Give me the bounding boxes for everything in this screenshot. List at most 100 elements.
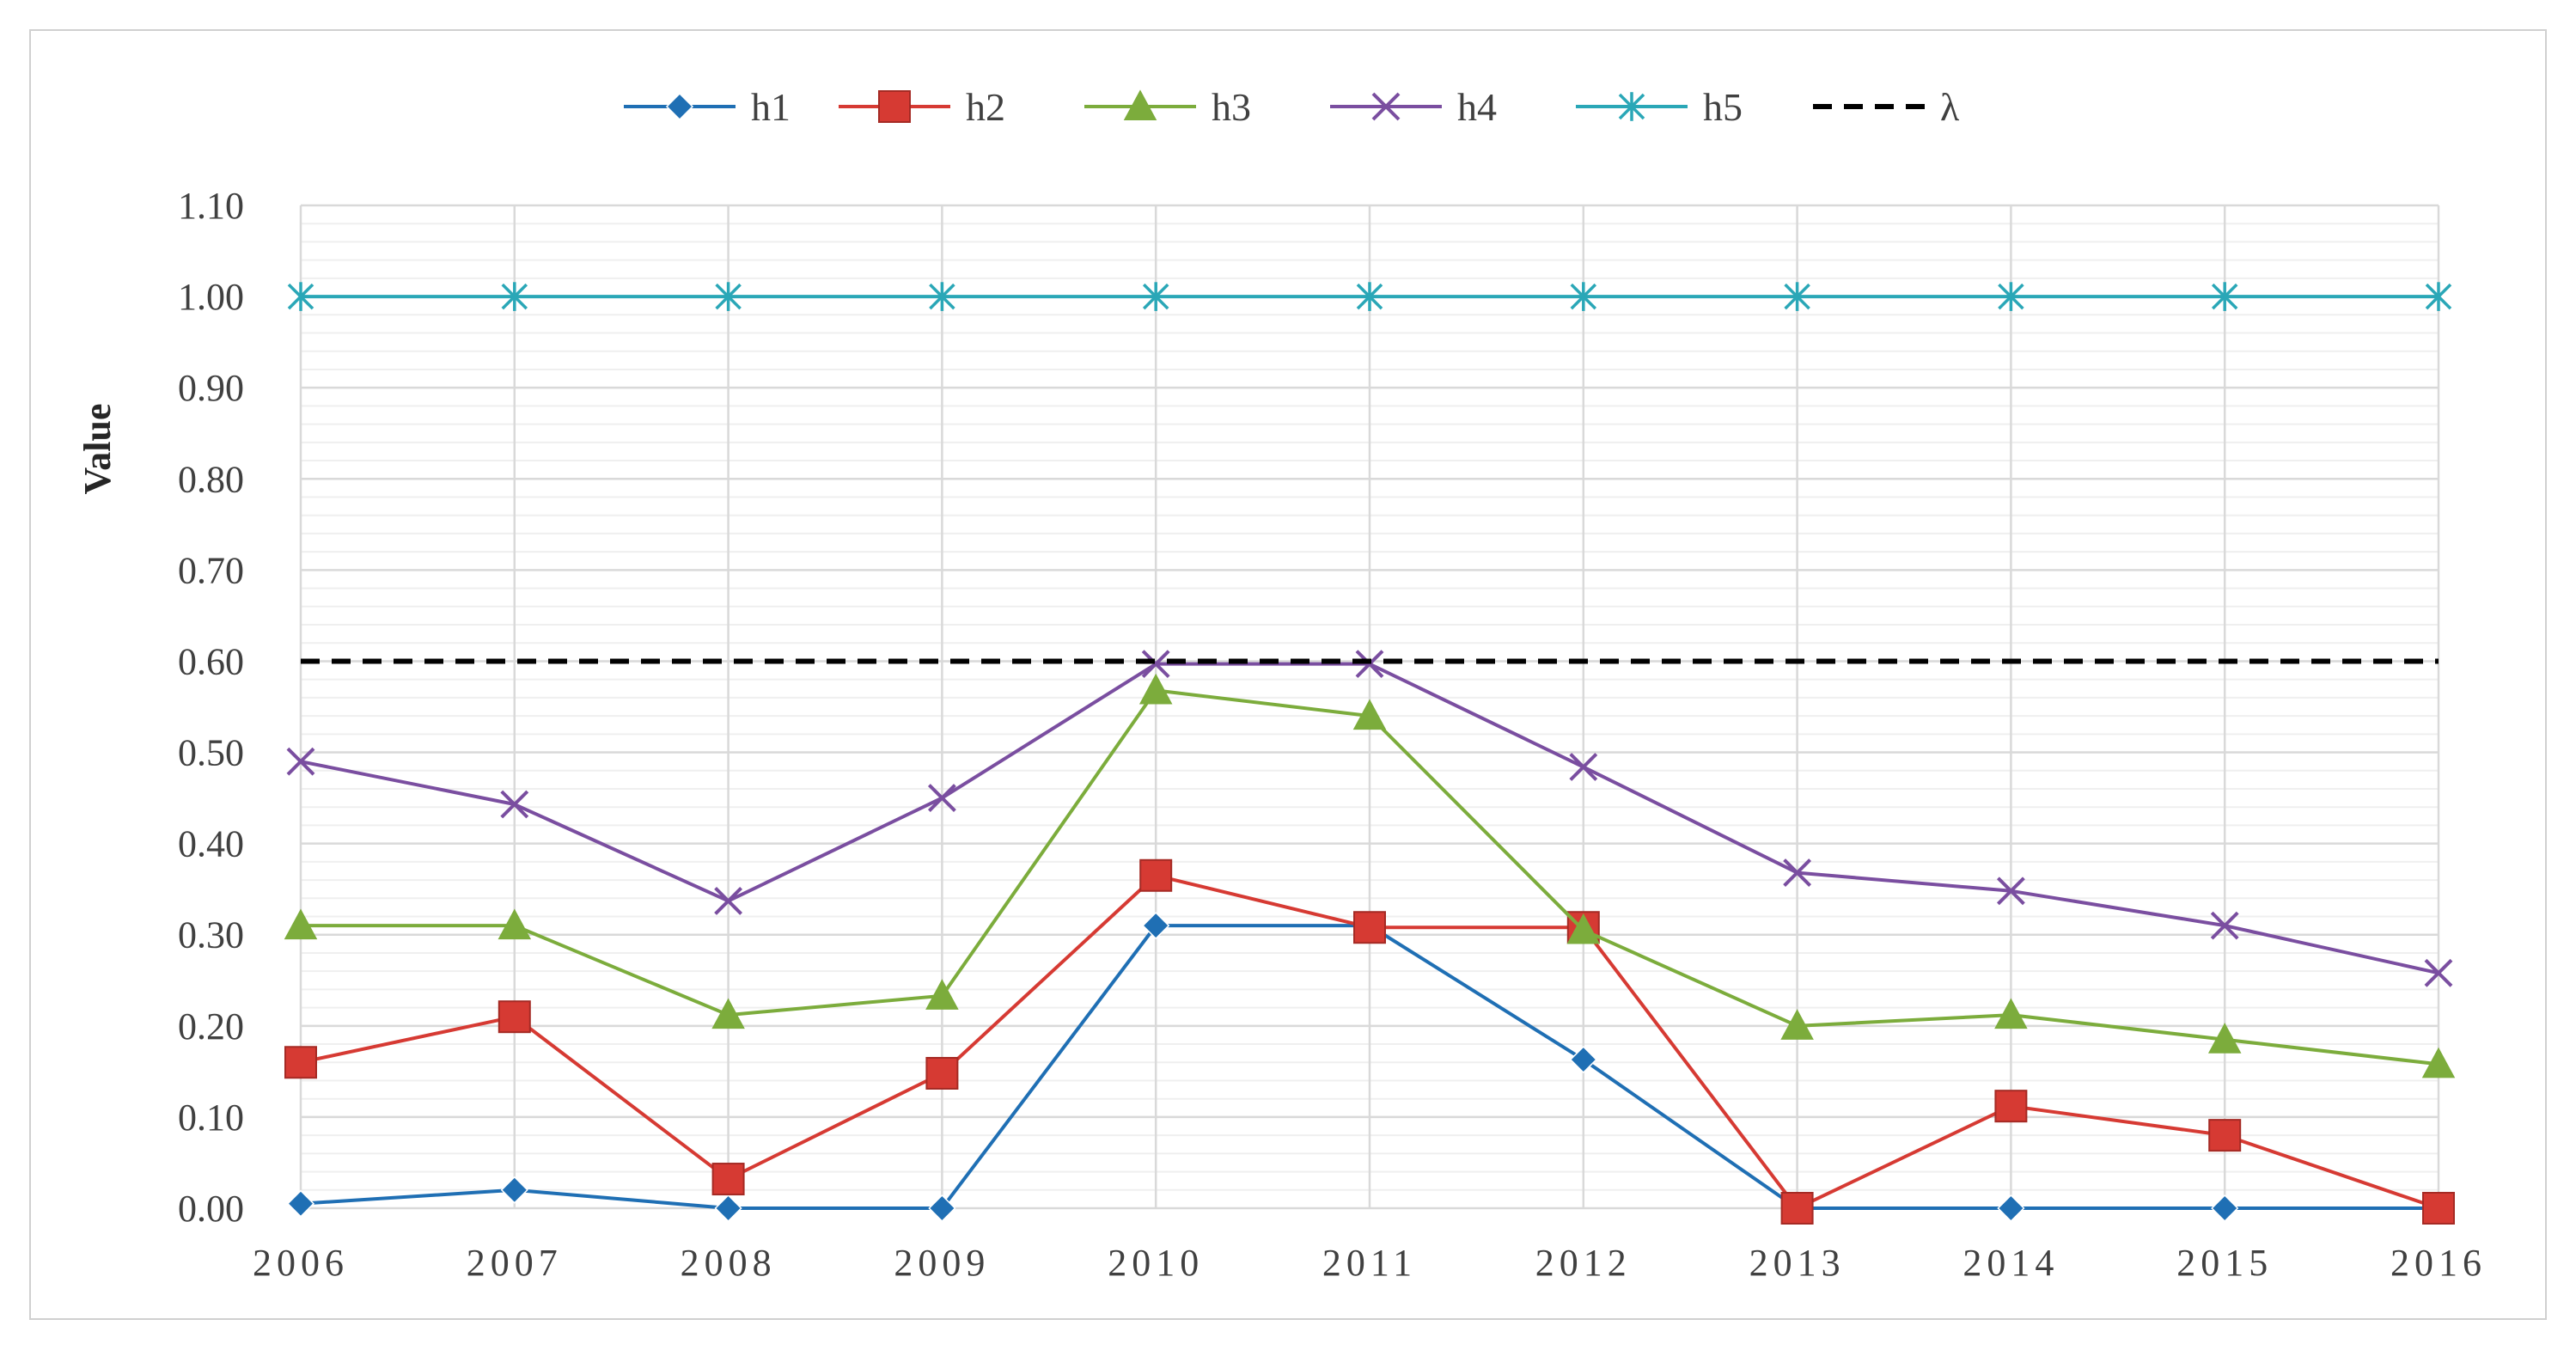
data-point — [925, 1056, 959, 1090]
diamond-marker — [714, 1194, 742, 1223]
triangle-marker — [284, 908, 318, 940]
diamond-marker — [1997, 1194, 2025, 1223]
data-point — [2208, 1119, 2242, 1152]
legend-item-lambda: λ — [1813, 85, 1960, 129]
data-point — [286, 1189, 315, 1218]
x-marker-stroke — [1783, 858, 1812, 887]
x-marker-stroke — [714, 887, 743, 915]
series-h3 — [284, 673, 2456, 1078]
data-point — [2210, 911, 2239, 940]
data-point — [929, 282, 955, 311]
data-point — [1356, 282, 1383, 311]
data-point — [1780, 1009, 1814, 1040]
y-tick-label: 1.10 — [178, 185, 244, 227]
data-point — [1569, 753, 1598, 781]
data-point — [1996, 877, 2025, 906]
x-tick-label: 2016 — [2390, 1242, 2487, 1284]
y-tick-label: 0.50 — [178, 732, 244, 774]
data-point — [2421, 1047, 2456, 1078]
legend-item-h4: h4 — [1330, 85, 1497, 129]
legend: h1 h2 h3 h4 h5 λ — [624, 85, 1960, 129]
line-chart: 0.00 0.10 0.20 0.30 0.40 0.50 0.60 0.70 0.80 0.90… — [76, 85, 2487, 1284]
triangle-marker — [1780, 1009, 1814, 1040]
y-tick-label: 0.30 — [178, 914, 244, 956]
data-point — [1142, 282, 1169, 311]
y-tick-label: 0.10 — [178, 1096, 244, 1139]
legend-item-h2: h2 — [839, 85, 1005, 129]
y-tick-label: 0.00 — [178, 1188, 244, 1230]
data-point — [1569, 1046, 1597, 1074]
diamond-marker — [928, 1194, 956, 1223]
legend-item-h5: h5 — [1576, 85, 1743, 129]
data-point — [711, 1163, 745, 1196]
series-h5 — [287, 282, 2452, 311]
data-point — [715, 282, 742, 311]
data-point — [286, 747, 315, 776]
x-tick-label: 2007 — [467, 1242, 563, 1284]
legend-marker — [1123, 89, 1157, 121]
data-point — [928, 1194, 956, 1223]
data-point — [1784, 282, 1810, 311]
legend-marker — [1371, 92, 1401, 121]
diamond-marker — [665, 92, 694, 121]
y-tick-label: 1.00 — [178, 276, 244, 318]
square-marker — [1780, 1192, 1814, 1225]
data-point — [2422, 1192, 2455, 1225]
legend-label: h1 — [751, 85, 791, 129]
series-lines — [284, 282, 2456, 1225]
chart-frame: 0.00 0.10 0.20 0.30 0.40 0.50 0.60 0.70 0.80 0.90… — [29, 29, 2547, 1320]
data-point — [1998, 282, 2024, 311]
legend-label: h5 — [1703, 85, 1743, 129]
square-marker — [497, 1000, 531, 1034]
legend-item-h1: h1 — [624, 85, 791, 129]
legend-label: h3 — [1212, 85, 1251, 129]
data-point — [714, 1194, 742, 1223]
x-tick-label: 2009 — [894, 1242, 990, 1284]
data-point — [1139, 858, 1173, 892]
y-tick-label: 0.40 — [178, 823, 244, 865]
triangle-marker — [2207, 1023, 2242, 1054]
data-point — [1353, 911, 1386, 944]
data-point — [1570, 282, 1597, 311]
x-marker-stroke — [286, 747, 315, 776]
y-tick-label: 0.20 — [178, 1005, 244, 1048]
x-marker-stroke — [500, 790, 529, 819]
triangle-marker — [2421, 1047, 2456, 1078]
data-point — [500, 1176, 528, 1204]
triangle-marker — [1123, 89, 1157, 121]
legend-label: h4 — [1457, 85, 1497, 129]
legend-marker — [665, 92, 694, 121]
diamond-marker — [2211, 1194, 2239, 1223]
data-point — [711, 998, 745, 1029]
data-point — [2207, 1023, 2242, 1054]
x-marker-stroke — [1569, 753, 1598, 781]
legend-marker — [878, 90, 911, 123]
square-marker — [2208, 1119, 2242, 1152]
triangle-marker — [925, 979, 959, 1010]
x-marker-stroke — [2210, 911, 2239, 940]
data-point — [1780, 1192, 1814, 1225]
y-tick-label: 0.60 — [178, 640, 244, 682]
triangle-marker — [711, 998, 745, 1029]
square-marker — [2422, 1192, 2455, 1225]
data-point — [497, 1000, 531, 1034]
data-point — [714, 887, 743, 915]
x-axis-ticks: 2006 2007 2008 2009 2010 2011 2012 2013 2014 2015… — [253, 1242, 2487, 1284]
data-point — [1142, 912, 1170, 940]
x-marker-stroke — [1371, 92, 1401, 121]
x-tick-label: 2006 — [253, 1242, 349, 1284]
x-marker-stroke — [1355, 650, 1384, 679]
data-point — [925, 979, 959, 1010]
data-point — [284, 1046, 317, 1079]
square-marker — [711, 1163, 745, 1196]
triangle-marker — [1138, 673, 1173, 705]
square-marker — [1994, 1090, 2028, 1123]
diamond-marker — [500, 1176, 528, 1204]
legend-item-h3: h3 — [1084, 85, 1251, 129]
diamond-marker — [286, 1189, 315, 1218]
data-point — [1566, 913, 1601, 944]
square-marker — [1353, 911, 1386, 944]
y-tick-label: 0.70 — [178, 549, 244, 591]
y-tick-label: 0.90 — [178, 367, 244, 409]
square-marker — [1139, 858, 1173, 892]
